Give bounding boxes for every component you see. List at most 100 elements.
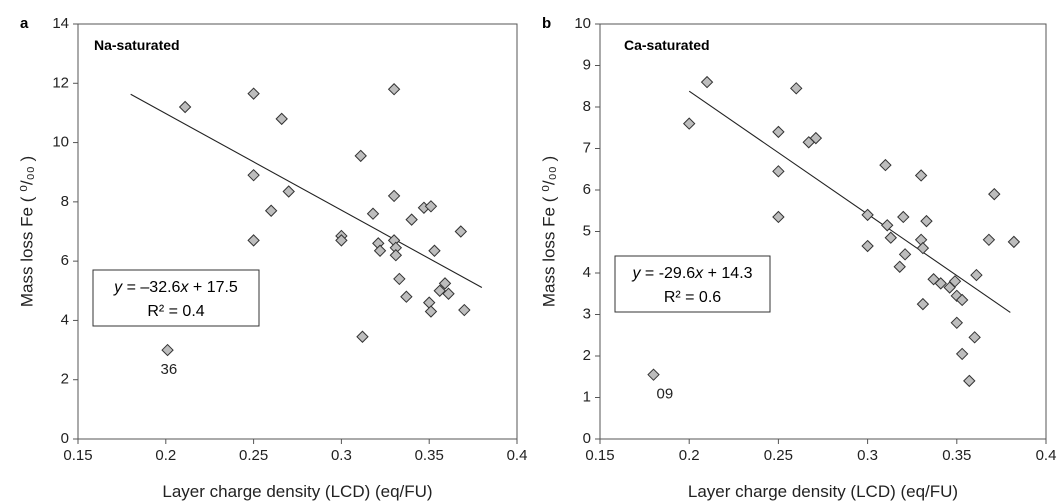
data-point xyxy=(433,284,446,297)
plot-frame xyxy=(77,23,518,440)
data-point xyxy=(393,272,406,286)
data-point xyxy=(400,290,413,303)
x-tick-label: 0.25 xyxy=(239,447,268,464)
data-point xyxy=(881,219,894,232)
y-tick-label: 10 xyxy=(52,134,69,151)
data-point xyxy=(428,244,441,257)
x-tick-label: 0.4 xyxy=(507,447,528,464)
r-squared: R² = 0.6 xyxy=(664,289,721,306)
equation-part-eq: = xyxy=(640,265,658,282)
equation-part-var: x xyxy=(694,265,704,282)
x-axis-label: Layer charge density (LCD) (eq/FU) xyxy=(162,482,432,501)
y-tick-label: 3 xyxy=(583,305,591,322)
y-tick-label: 14 xyxy=(52,15,69,32)
data-point xyxy=(916,241,930,255)
inset-title: Na-saturated xyxy=(94,37,180,53)
panel-letter: a xyxy=(20,15,29,32)
y-tick-label: 0 xyxy=(583,430,591,447)
y-tick-label: 12 xyxy=(52,74,69,91)
regression-equation: y = -29.6x + 14.3 xyxy=(631,265,752,282)
equation-part-rest: + 14.3 xyxy=(703,265,752,282)
equation-part-var: x xyxy=(179,279,189,296)
data-point xyxy=(389,249,403,262)
y-tick-label: 2 xyxy=(61,371,69,388)
x-tick-label: 0.25 xyxy=(764,447,793,464)
data-point xyxy=(424,200,438,213)
panel-b: b Ca-saturated 0 1 2 3 4 5 6 7 8 9 10 0.15 0.2 0.25 0.3 0… xyxy=(539,15,1056,501)
x-tick-label: 0.15 xyxy=(585,447,614,464)
y-tick-label: 8 xyxy=(583,98,591,115)
data-point xyxy=(422,296,436,309)
data-point xyxy=(955,347,969,361)
data-point xyxy=(893,260,906,273)
data-point xyxy=(373,244,387,257)
y-axis-label: Mass loss Fe ( ⁰/₀₀ ) xyxy=(539,156,558,307)
data-point xyxy=(968,331,981,344)
data-point xyxy=(647,368,660,381)
x-tick-label: 0.15 xyxy=(63,447,92,464)
y-tick-label: 6 xyxy=(583,181,591,198)
data-point xyxy=(438,277,452,290)
panel-a: a Na-saturated 0 2 4 6 8 10 12 14 0.15 0.2 0.25 0.3 0.… xyxy=(17,15,527,501)
data-point xyxy=(879,158,892,172)
data-point xyxy=(247,168,260,182)
data-point xyxy=(809,131,823,145)
regression-equation: y = –32.6x + 17.5 xyxy=(113,279,238,296)
point-annotation: 09 xyxy=(657,386,674,403)
data-point xyxy=(988,187,1001,201)
data-point xyxy=(1007,235,1021,249)
data-point xyxy=(772,165,785,178)
data-point xyxy=(405,213,418,226)
plot-frame xyxy=(599,23,1047,440)
y-axis-label: Mass loss Fe ( ⁰/₀₀ ) xyxy=(17,156,36,307)
data-point xyxy=(955,293,969,307)
data-point xyxy=(772,125,785,139)
y-tick-label: 6 xyxy=(61,252,69,269)
data-point xyxy=(335,234,348,247)
y-tick-label: 8 xyxy=(61,193,69,210)
data-point xyxy=(454,225,468,238)
y-tick-label: 4 xyxy=(61,311,69,328)
equation-part-coef: -29.6 xyxy=(659,265,696,282)
data-point xyxy=(982,233,996,247)
data-point xyxy=(700,75,714,89)
data-point xyxy=(264,204,278,217)
x-tick-label: 0.35 xyxy=(415,447,444,464)
data-point xyxy=(178,100,192,114)
equation-part-lhs: y xyxy=(113,279,123,296)
data-point xyxy=(387,189,401,203)
data-point xyxy=(282,185,295,198)
data-point xyxy=(897,210,910,224)
data-point xyxy=(861,208,874,222)
y-tick-label: 4 xyxy=(583,264,591,281)
equation-part-coef: –32.6 xyxy=(140,279,180,296)
point-annotation: 36 xyxy=(161,361,178,378)
data-point xyxy=(247,234,260,247)
x-tick-label: 0.3 xyxy=(331,447,352,464)
r-squared: R² = 0.4 xyxy=(147,303,204,320)
x-tick-label: 0.3 xyxy=(857,447,878,464)
y-tick-label: 10 xyxy=(574,15,591,32)
y-tick-label: 7 xyxy=(583,139,591,156)
data-point xyxy=(366,207,380,220)
data-point xyxy=(948,275,962,288)
data-point xyxy=(920,214,933,228)
x-tick-label: 0.35 xyxy=(942,447,971,464)
x-tick-label: 0.4 xyxy=(1036,447,1057,464)
data-point xyxy=(442,287,455,300)
data-point xyxy=(247,87,260,100)
x-tick-label: 0.2 xyxy=(679,447,700,464)
equation-part-eq: = xyxy=(122,279,140,296)
data-point xyxy=(884,231,897,244)
trendline xyxy=(130,93,483,289)
y-tick-label: 1 xyxy=(583,388,591,405)
equation-box xyxy=(614,255,771,313)
y-tick-label: 5 xyxy=(583,222,591,239)
data-point xyxy=(914,169,928,182)
equation-part-rest: + 17.5 xyxy=(188,279,237,296)
data-point xyxy=(861,239,874,253)
data-point xyxy=(898,248,912,261)
equation-box xyxy=(92,269,260,327)
x-axis-label: Layer charge density (LCD) (eq/FU) xyxy=(688,482,958,501)
